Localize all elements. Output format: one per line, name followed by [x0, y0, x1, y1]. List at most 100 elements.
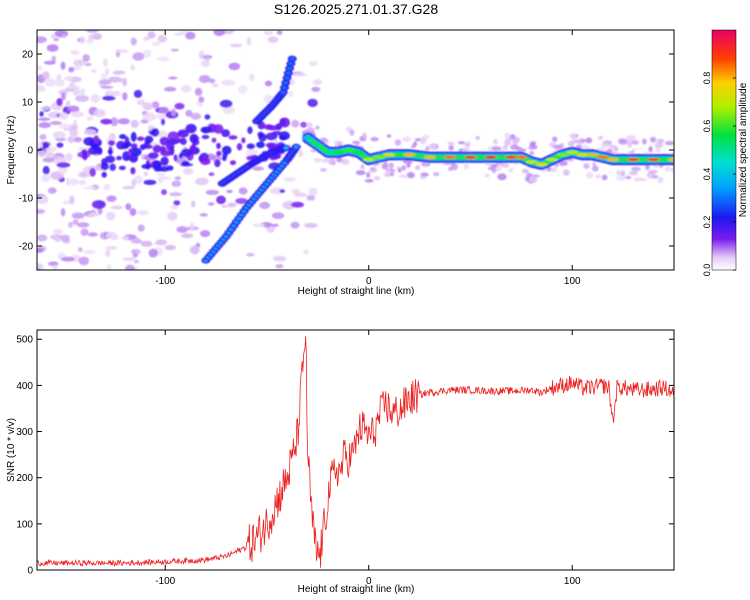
spectrogram-noise-cell [37, 247, 44, 253]
spectrogram-halo-cell [616, 175, 627, 181]
spectrogram-noise-cell [164, 86, 177, 92]
spectrogram-noise-cell [73, 59, 86, 67]
spectrogram-band-cell [200, 157, 211, 165]
spectrogram-noise-cell [132, 52, 145, 61]
spectrogram-halo-cell [491, 167, 497, 174]
spectrogram-halo-cell [592, 162, 597, 167]
spectrogram-noise-cell [121, 235, 130, 241]
spectrogram-noise-cell [194, 87, 203, 96]
spectrogram-band-cell [181, 148, 192, 158]
ridge-core-point [301, 136, 314, 140]
spectrogram-band-cell [229, 160, 237, 166]
ridge-core-point [627, 158, 640, 162]
spectrogram-noise-cell [130, 37, 137, 46]
spectrogram-band-cell [136, 136, 145, 142]
spectrogram-halo-cell [615, 170, 621, 176]
spectrogram-halo-cell [601, 142, 609, 147]
spectrogram-noise-cell [83, 186, 96, 190]
ridge-core-point [505, 155, 518, 159]
spectrogram-band-cell [279, 135, 287, 141]
spectrogram-halo-cell [631, 140, 639, 145]
spectrogram-halo-cell [362, 132, 367, 140]
spectrogram-noise-cell [273, 255, 287, 262]
spectrogram-noise-cell [47, 187, 57, 194]
spectrogram-band-cell [246, 143, 255, 150]
colorbar-label: Normalized spectral amplitude [738, 82, 749, 217]
spectrogram-noise-cell [39, 134, 47, 140]
spectrogram-noise-cell [68, 221, 73, 228]
spectrogram-band-cell [221, 129, 231, 138]
spectrogram-noise-cell [167, 211, 178, 221]
spectrogram-noise-cell [37, 209, 46, 214]
spectrogram-noise-cell [85, 30, 99, 33]
snr-series-line [37, 336, 674, 568]
spectrogram-halo-cell [549, 142, 557, 148]
ridge-core-point [342, 148, 355, 152]
spectrogram-noise-cell [37, 36, 47, 44]
spectrogram-noise-cell [169, 192, 183, 197]
spectrogram-noise-cell [77, 171, 91, 179]
spectrogram-noise-cell [191, 200, 196, 208]
snr-y-tick-label: 500 [16, 335, 33, 346]
spectrogram-noise-cell [70, 111, 85, 118]
spectrogram-noise-cell [303, 249, 309, 255]
spectrogram-noise-cell [67, 136, 75, 144]
spectrogram-noise-cell [64, 75, 74, 82]
spectrogram-band-cell [160, 156, 169, 166]
spectrogram-noise-cell [170, 48, 179, 52]
ridge-core-point [383, 153, 396, 157]
spectrogram-noise-cell [143, 171, 148, 177]
spectrogram-noise-cell [52, 131, 66, 139]
spectrogram-halo-cell [504, 132, 510, 140]
spectrogram-band-cell [241, 137, 246, 144]
spectrogram-noise-cell [42, 157, 56, 163]
spectrogram-noise-cell [56, 142, 64, 148]
spectrogram-noise-cell [100, 73, 108, 81]
spectrogram-noise-cell [205, 189, 219, 196]
spectrogram-halo-cell [319, 168, 327, 172]
spectrogram-band-cell [129, 153, 139, 163]
spectrogram-noise-cell [263, 31, 274, 35]
spectrogram-noise-cell [108, 76, 122, 83]
spectrogram-noise-cell [86, 116, 94, 121]
spectrogram-band-cell [228, 135, 238, 140]
spectrogram-band-cell [130, 143, 138, 149]
spectrogram-noise-cell [60, 208, 66, 217]
spectrogram-halo-cell [592, 165, 599, 172]
spectrogram-halo-cell [463, 163, 470, 170]
spectrogram-noise-cell [78, 180, 87, 185]
spectrogram-noise-cell [191, 246, 199, 255]
spectrogram-noise-cell [105, 67, 110, 76]
branch-mark-core [293, 145, 299, 149]
spectrogram-noise-cell [98, 79, 112, 85]
spectrogram-band-cell [130, 131, 137, 142]
spectrogram-halo-cell [306, 122, 313, 128]
spectrogram-noise-cell [93, 109, 106, 118]
spectrogram-band-cell [130, 167, 136, 175]
spectrogram-noise-cell [122, 185, 135, 190]
spectrogram-y-tick-label: 20 [22, 50, 34, 61]
spectrogram-noise-cell [43, 60, 56, 65]
spectrogram-noise-cell [161, 189, 167, 196]
spectrogram-halo-cell [406, 171, 415, 179]
spectrogram-halo-cell [526, 172, 533, 179]
spectrogram-noise-cell [102, 95, 116, 101]
spectrogram-noise-cell [58, 123, 73, 130]
spectrogram-halo-cell [402, 136, 411, 142]
spectrogram-halo-cell [645, 164, 650, 170]
spectrogram-noise-cell [39, 111, 44, 117]
spectrogram-noise-cell [37, 65, 43, 71]
spectrogram-noise-cell [70, 50, 80, 55]
snr-y-axis-label: SNR (10 * v/v) [6, 418, 17, 482]
spectrogram-noise-cell [238, 85, 248, 94]
spectrogram-noise-cell [248, 73, 255, 82]
spectrogram-noise-cell [246, 37, 251, 46]
spectrogram-noise-cell [86, 40, 94, 44]
spectrogram-band-cell [222, 156, 227, 162]
spectrogram-noise-cell [190, 112, 202, 120]
colorbar-tick-label: 0.0 [702, 264, 712, 277]
snr-y-tick-label: 0 [27, 566, 33, 577]
spectrogram-halo-cell [484, 173, 490, 178]
spectrogram-band-cell [173, 154, 178, 162]
